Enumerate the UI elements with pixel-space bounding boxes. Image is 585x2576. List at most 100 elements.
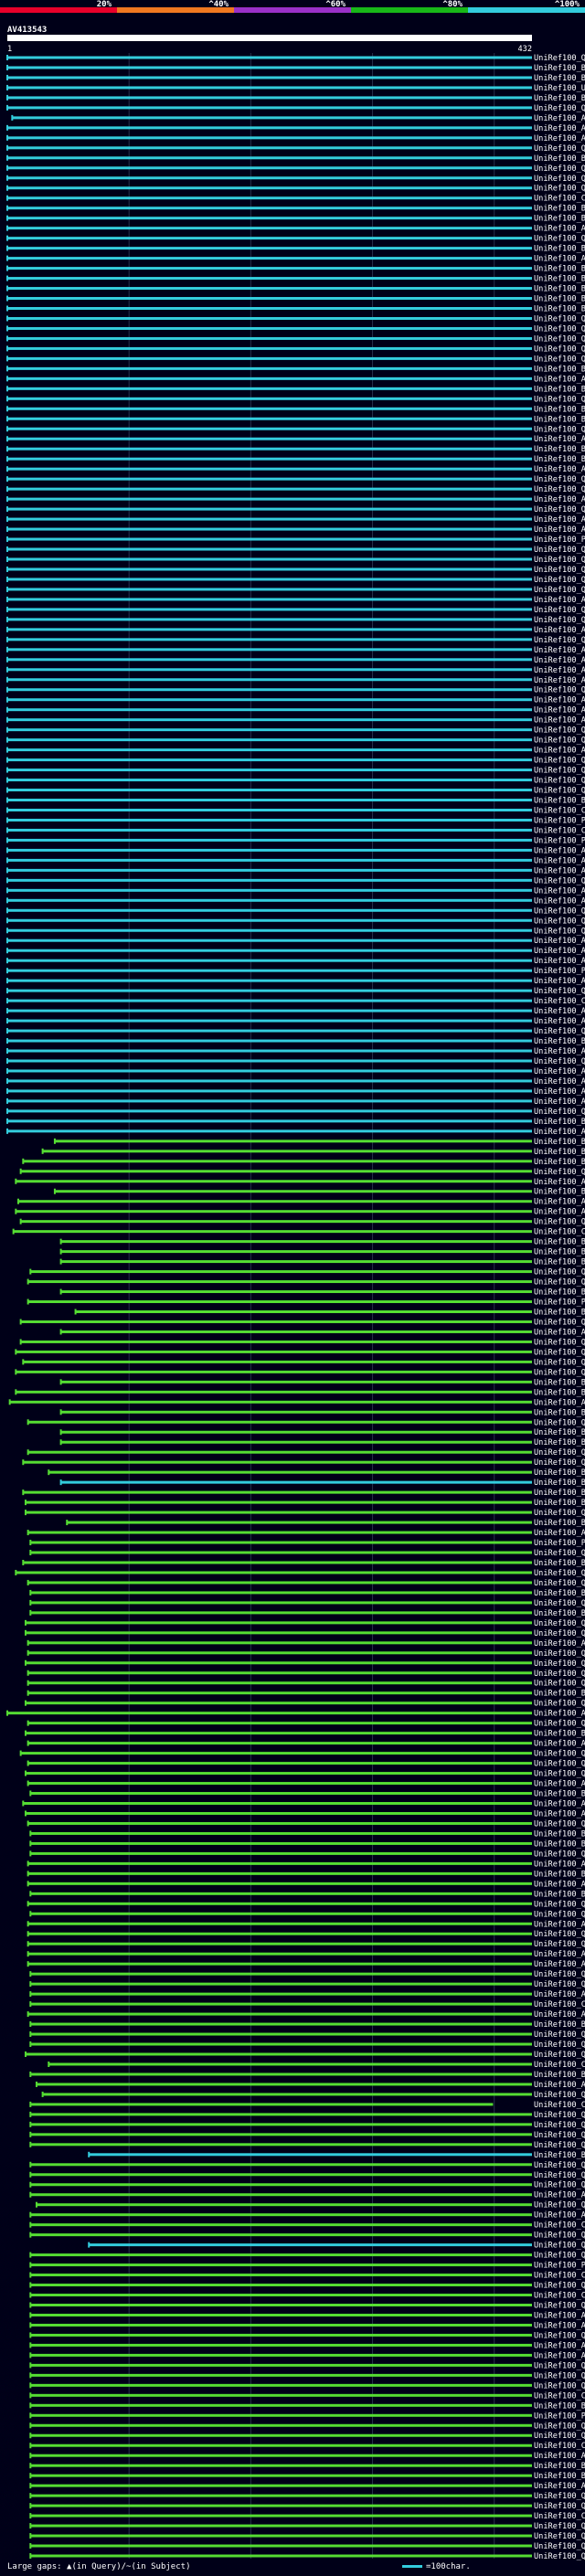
hit-row[interactable]: UniRef100_A4CYC8	[22, 1800, 585, 1809]
hit-row[interactable]: UniRef100_Q6TKV5	[22, 1458, 585, 1468]
hit-label[interactable]: UniRef100_A4U4S0	[534, 2351, 585, 2360]
hit-row[interactable]: UniRef100_B7T3W7	[6, 275, 585, 284]
hit-row[interactable]: UniRef100_A4QJQ5	[6, 1128, 585, 1137]
hit-label[interactable]: UniRef100_A6TL07	[534, 2191, 585, 2200]
hit-label[interactable]: UniRef100_Q21242	[534, 2171, 585, 2180]
hit-label[interactable]: UniRef100_Q2JHK3	[534, 2051, 585, 2060]
hit-label[interactable]: UniRef100_A3PAH8	[534, 1960, 585, 1969]
hit-row[interactable]: UniRef100_Q4C9Z8	[29, 1549, 585, 1558]
hit-bar[interactable]	[7, 979, 532, 982]
hit-row[interactable]: UniRef100_Q09FU5	[6, 737, 585, 746]
hit-row[interactable]: UniRef100_B2J7W4	[29, 1829, 585, 1839]
hit-label[interactable]: UniRef100_A4QMQ8	[534, 856, 585, 865]
hit-row[interactable]: UniRef100_A9XVY7	[29, 2211, 585, 2221]
hit-row[interactable]: UniRef100_A2BUD8	[27, 1880, 585, 1889]
hit-row[interactable]: UniRef100_A6TL07	[29, 2191, 585, 2200]
hit-row[interactable]: UniRef100_B6EDN6	[59, 1378, 585, 1387]
hit-row[interactable]: UniRef100_Q37165	[6, 987, 585, 996]
hit-row[interactable]: UniRef100_A3IS00	[27, 1529, 585, 1538]
hit-label[interactable]: UniRef100_Q6EYZ5	[534, 876, 585, 885]
hit-row[interactable]: UniRef100_Q016V9	[27, 1720, 585, 1729]
hit-row[interactable]: UniRef100_B6EDM9	[66, 1519, 585, 1528]
hit-row[interactable]: UniRef100_Q3QY97	[29, 2231, 585, 2241]
hit-bar[interactable]	[30, 2363, 532, 2367]
hit-label[interactable]: UniRef100_Q7U4Q2	[534, 1680, 585, 1689]
hit-bar[interactable]	[7, 989, 532, 992]
hit-bar[interactable]	[30, 2274, 532, 2277]
hit-row[interactable]: UniRef100_A6YEC3	[35, 2081, 585, 2090]
hit-row[interactable]: UniRef100_Q8HJQ0	[29, 2302, 585, 2311]
hit-label[interactable]: UniRef100_A6YLA2	[534, 2010, 585, 2019]
hit-row[interactable]: UniRef100_C3UG83	[6, 997, 585, 1006]
hit-bar[interactable]	[60, 1330, 532, 1333]
hit-bar[interactable]	[27, 1932, 532, 1935]
hit-bar[interactable]	[7, 166, 532, 170]
hit-label[interactable]: UniRef100_Q3W4X9	[534, 767, 585, 776]
hit-row[interactable]: UniRef100_B8HLG6	[29, 1589, 585, 1598]
hit-bar[interactable]	[89, 2153, 532, 2157]
hit-label[interactable]: UniRef100_B1N4K4	[534, 215, 585, 224]
hit-bar[interactable]	[27, 1671, 532, 1675]
hit-bar[interactable]	[25, 1631, 532, 1635]
hit-bar[interactable]	[60, 1290, 532, 1294]
hit-row[interactable]: UniRef100_A2C061	[29, 1990, 585, 1999]
hit-bar[interactable]	[30, 2333, 532, 2337]
hit-label[interactable]: UniRef100_B6EDP2	[534, 1188, 585, 1197]
hit-row[interactable]: UniRef100_B0Z598	[6, 415, 585, 424]
hit-label[interactable]: UniRef100_Q0Q9Q7	[534, 345, 585, 354]
hit-label[interactable]: UniRef100_Q31D21	[534, 1940, 585, 1949]
hit-row[interactable]: UniRef100_Q7YJ28	[6, 1108, 585, 1117]
hit-row[interactable]: UniRef100_Q3AGY0	[24, 1629, 585, 1638]
hit-row[interactable]: UniRef100_B6EDN1	[59, 1258, 585, 1267]
hit-row[interactable]: UniRef100_B9R9Q2	[29, 2071, 585, 2080]
hit-bar[interactable]	[20, 1752, 532, 1755]
hit-bar[interactable]	[36, 2083, 532, 2086]
hit-label[interactable]: UniRef100_A3YQN3	[534, 1639, 585, 1648]
hit-row[interactable]: UniRef100_B3LMP3	[6, 154, 585, 164]
hit-label[interactable]: UniRef100_Q9WW3	[534, 757, 585, 766]
hit-row[interactable]: UniRef100_Q37402	[29, 2252, 585, 2261]
hit-row[interactable]: UniRef100_Q0CN80	[24, 1619, 585, 1628]
hit-label[interactable]: UniRef100_P92558	[534, 2412, 585, 2421]
hit-label[interactable]: UniRef100_Q7YWM0	[534, 2131, 585, 2140]
hit-bar[interactable]	[30, 2313, 532, 2316]
hit-row[interactable]: UniRef100_Q5SC22	[29, 1268, 585, 1277]
hit-label[interactable]: UniRef100_Q1RKD1	[534, 2502, 585, 2511]
hit-label[interactable]: UniRef100_Q27Z97	[534, 777, 585, 786]
hit-bar[interactable]	[27, 1450, 532, 1454]
hit-label[interactable]: UniRef100_Q7VJ59	[534, 475, 585, 484]
hit-bar[interactable]	[30, 2233, 532, 2237]
hit-row[interactable]: UniRef100_Q7GEL4	[6, 1027, 585, 1036]
hit-row[interactable]: UniRef100_Q7P9X3	[29, 2422, 585, 2431]
hit-row[interactable]: UniRef100_Q31D21	[27, 1940, 585, 1949]
hit-bar[interactable]	[7, 557, 532, 561]
hit-bar[interactable]	[7, 598, 532, 601]
hit-bar[interactable]	[30, 1541, 532, 1544]
hit-label[interactable]: UniRef100_A2WNK7	[534, 1328, 585, 1337]
hit-row[interactable]: UniRef100_Q2B1Q3	[29, 2522, 585, 2531]
hit-label[interactable]: UniRef100_Q6V2D6	[534, 2371, 585, 2380]
hit-label[interactable]: UniRef100_A4GGF1	[534, 124, 585, 133]
hit-label[interactable]: UniRef100_Q8M9T6	[534, 1448, 585, 1458]
hit-row[interactable]: UniRef100_B6EDN3	[59, 1248, 585, 1257]
hit-label[interactable]: UniRef100_B7FLS7	[534, 94, 585, 103]
hit-bar[interactable]	[60, 1260, 532, 1264]
hit-bar[interactable]	[7, 578, 532, 581]
hit-row[interactable]: UniRef100_Q0Q964	[6, 425, 585, 434]
hit-row[interactable]: UniRef100_P31839	[29, 2262, 585, 2271]
hit-label[interactable]: UniRef100_Q1IJ754	[534, 2201, 585, 2210]
hit-label[interactable]: UniRef100_Q016V9	[534, 1720, 585, 1729]
hit-row[interactable]: UniRef100_B1A989	[6, 365, 585, 374]
hit-bar[interactable]	[7, 176, 532, 180]
hit-bar[interactable]	[7, 297, 532, 301]
hit-row[interactable]: UniRef100_B6EDM5	[59, 1479, 585, 1488]
hit-label[interactable]: UniRef100_Q8SBU5	[534, 485, 585, 494]
hit-label[interactable]: UniRef100_Q7XVV9	[534, 505, 585, 514]
hit-row[interactable]: UniRef100_Q7VE30	[29, 1970, 585, 1979]
hit-row[interactable]: UniRef100_Q7YWM7	[29, 2141, 585, 2150]
hit-row[interactable]: UniRef100_B9YHQ5	[29, 1890, 585, 1899]
hit-bar[interactable]	[7, 738, 532, 742]
hit-bar[interactable]	[27, 1942, 532, 1945]
hit-bar[interactable]	[7, 1019, 532, 1023]
hit-label[interactable]: UniRef100_A2T388	[534, 1208, 585, 1217]
